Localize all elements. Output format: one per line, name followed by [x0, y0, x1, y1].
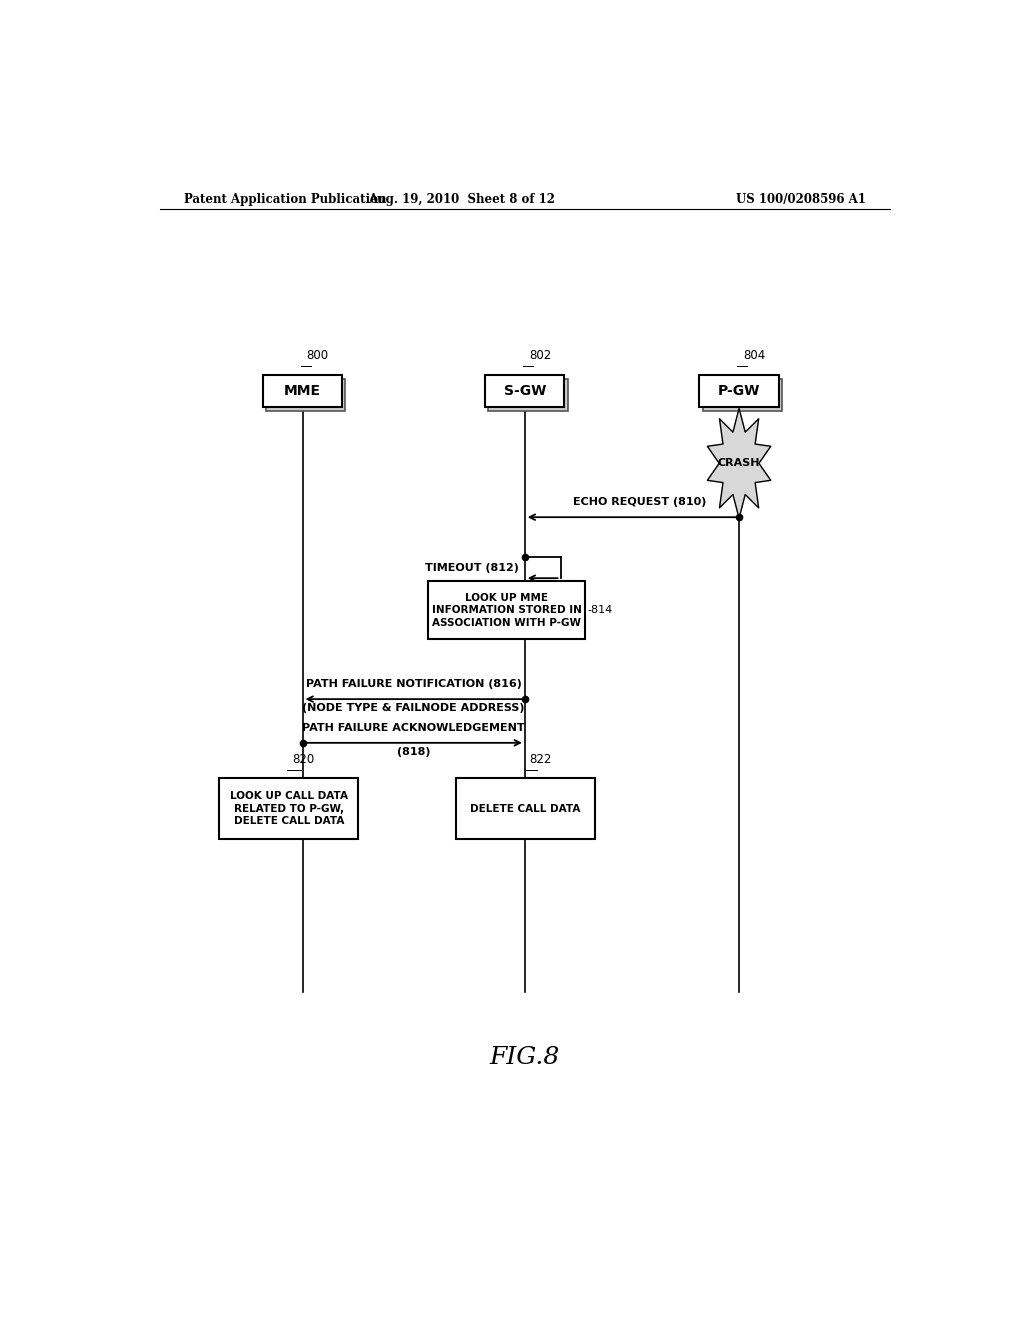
- Text: 800: 800: [306, 348, 329, 362]
- Text: (818): (818): [397, 747, 430, 756]
- Text: P-GW: P-GW: [718, 384, 760, 399]
- Text: 822: 822: [529, 754, 552, 766]
- Text: 820: 820: [293, 754, 315, 766]
- Text: LOOK UP CALL DATA
RELATED TO P-GW,
DELETE CALL DATA: LOOK UP CALL DATA RELATED TO P-GW, DELET…: [229, 792, 348, 826]
- Text: Patent Application Publication: Patent Application Publication: [183, 193, 386, 206]
- FancyBboxPatch shape: [266, 379, 345, 412]
- Polygon shape: [708, 408, 771, 519]
- Text: DELETE CALL DATA: DELETE CALL DATA: [470, 804, 581, 814]
- Text: FIG.8: FIG.8: [489, 1047, 560, 1069]
- Text: LOOK UP MME
INFORMATION STORED IN
ASSOCIATION WITH P-GW: LOOK UP MME INFORMATION STORED IN ASSOCI…: [431, 593, 582, 627]
- Text: -814: -814: [588, 605, 612, 615]
- Text: PATH FAILURE ACKNOWLEDGEMENT: PATH FAILURE ACKNOWLEDGEMENT: [302, 722, 525, 733]
- FancyBboxPatch shape: [485, 375, 564, 408]
- FancyBboxPatch shape: [428, 581, 585, 639]
- Text: ECHO REQUEST (810): ECHO REQUEST (810): [573, 498, 707, 507]
- Text: US 100/0208596 A1: US 100/0208596 A1: [736, 193, 866, 206]
- Text: (NODE TYPE & FAILNODE ADDRESS): (NODE TYPE & FAILNODE ADDRESS): [302, 704, 525, 713]
- Text: 804: 804: [743, 348, 765, 362]
- Text: PATH FAILURE NOTIFICATION (816): PATH FAILURE NOTIFICATION (816): [306, 678, 521, 689]
- FancyBboxPatch shape: [488, 379, 567, 412]
- FancyBboxPatch shape: [219, 779, 358, 840]
- FancyBboxPatch shape: [263, 375, 342, 408]
- Text: CRASH: CRASH: [718, 458, 761, 469]
- FancyBboxPatch shape: [456, 779, 595, 840]
- FancyBboxPatch shape: [702, 379, 782, 412]
- Text: Aug. 19, 2010  Sheet 8 of 12: Aug. 19, 2010 Sheet 8 of 12: [368, 193, 555, 206]
- FancyBboxPatch shape: [699, 375, 778, 408]
- Text: TIMEOUT (812): TIMEOUT (812): [425, 562, 518, 573]
- Text: 802: 802: [528, 348, 551, 362]
- Text: MME: MME: [284, 384, 322, 399]
- Text: S-GW: S-GW: [504, 384, 546, 399]
